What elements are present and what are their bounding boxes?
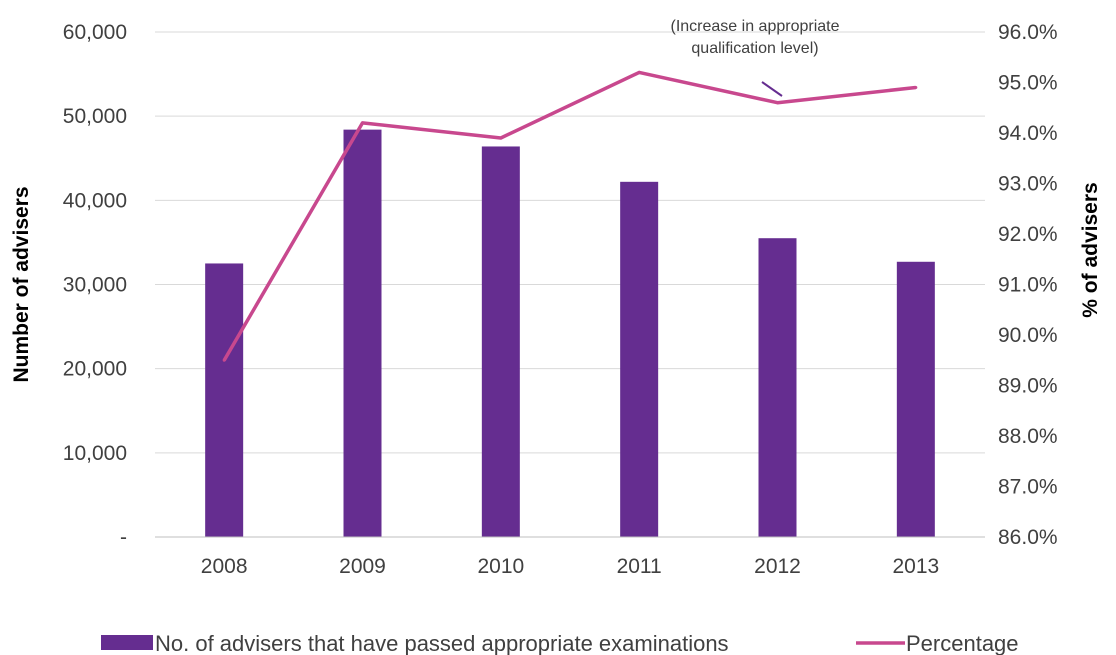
left-tick-label-4: 40,000 <box>63 189 127 212</box>
gridlines <box>155 31 985 454</box>
right-tick-label-10: 96.0% <box>998 21 1058 44</box>
annotation-text-line-2: qualification level) <box>691 40 818 57</box>
bar-2013 <box>896 261 935 537</box>
legend-bar-label: No. of advisers that have passed appropr… <box>155 631 729 655</box>
annotation-text-line-1: (Increase in appropriate <box>671 18 840 35</box>
right-tick-label-1: 87.0% <box>998 476 1058 499</box>
left-tick-label-5: 50,000 <box>63 105 127 128</box>
x-tick-label-2008: 2008 <box>201 555 248 578</box>
percentage-point-2013 <box>914 86 918 90</box>
right-tick-label-7: 93.0% <box>998 173 1058 196</box>
x-tick-label-2009: 2009 <box>339 555 386 578</box>
line-series <box>222 70 918 362</box>
right-tick-label-5: 91.0% <box>998 274 1058 297</box>
x-tick-label-2013: 2013 <box>892 555 939 578</box>
legend-bar-swatch <box>101 635 153 650</box>
bar-2009 <box>343 129 382 537</box>
right-tick-label-2: 88.0% <box>998 425 1058 448</box>
right-axis-ticks: 86.0% 87.0% 88.0% 89.0% 90.0% 91.0% 92.0% 93.0%… <box>998 21 1058 549</box>
left-tick-label-2: 20,000 <box>63 358 127 381</box>
right-tick-label-8: 94.0% <box>998 122 1058 145</box>
left-axis-title: Number of advisers <box>10 186 33 382</box>
percentage-point-2010 <box>499 136 503 140</box>
percentage-line <box>222 70 916 362</box>
x-tick-label-2010: 2010 <box>477 555 524 578</box>
bar-series <box>205 129 935 538</box>
percentage-point-2011 <box>637 70 641 74</box>
percentage-point-2012 <box>776 101 779 105</box>
left-tick-label-0: - <box>120 526 127 549</box>
bar-2012 <box>758 238 797 538</box>
bar-2011 <box>620 181 659 538</box>
legend: No. of advisers that have passed appropr… <box>101 631 1019 655</box>
percentage-point-2009 <box>361 121 364 125</box>
right-tick-label-6: 92.0% <box>998 223 1058 246</box>
percentage-point-2008 <box>222 358 226 362</box>
x-tick-label-2012: 2012 <box>754 555 801 578</box>
annotation-leader-line <box>761 81 783 97</box>
right-tick-label-3: 89.0% <box>998 375 1058 398</box>
right-axis-title: % of advisers <box>1079 182 1102 317</box>
x-tick-label-2011: 2011 <box>617 555 662 578</box>
left-tick-label-6: 60,000 <box>63 21 127 44</box>
bar-2010 <box>481 146 520 537</box>
right-tick-label-4: 90.0% <box>998 324 1058 347</box>
right-tick-label-9: 95.0% <box>998 72 1058 95</box>
legend-line-label: Percentage <box>906 631 1019 655</box>
x-axis-ticks: 2008 2009 2010 2011 2012 2013 <box>201 555 939 578</box>
right-tick-label-0: 86.0% <box>998 526 1058 549</box>
left-tick-label-1: 10,000 <box>63 442 127 465</box>
left-axis-ticks: - 10,000 20,000 30,000 40,000 50,000 60,000 <box>63 21 127 549</box>
annotation: (Increase in appropriate qualification l… <box>671 18 840 97</box>
bar-2008 <box>205 263 244 537</box>
left-tick-label-3: 30,000 <box>63 274 127 297</box>
